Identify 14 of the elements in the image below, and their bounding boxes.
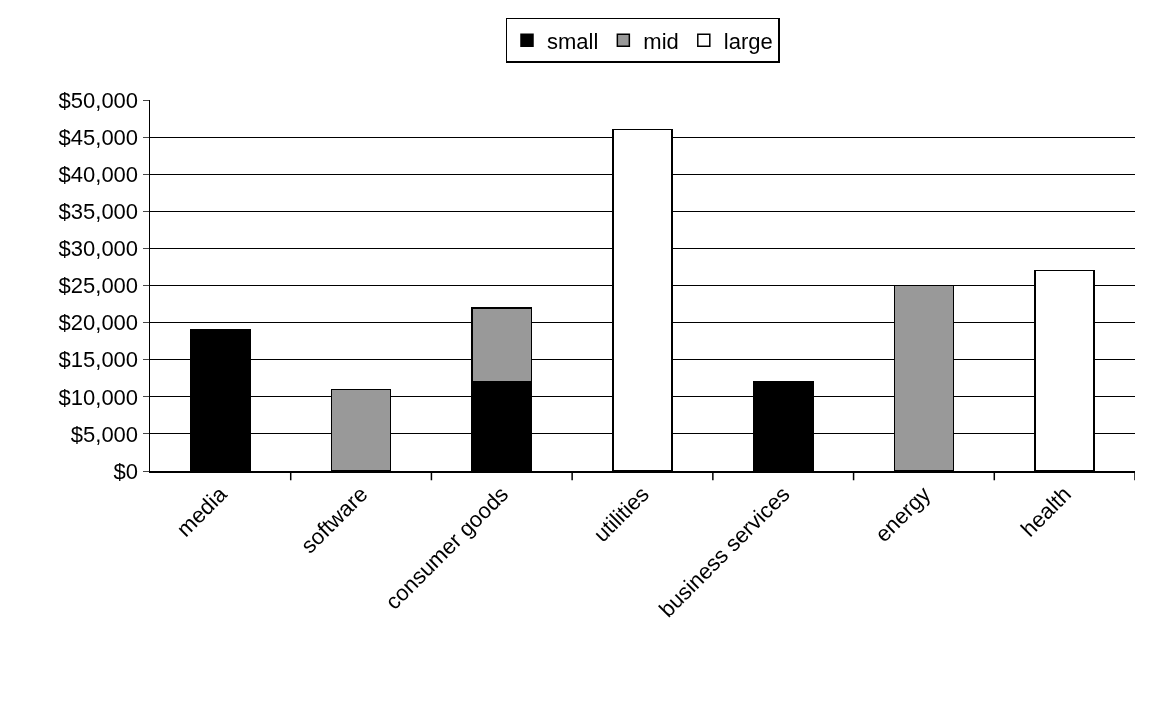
- y-tick-label: $5,000: [70, 421, 139, 447]
- y-tick-label: $40,000: [58, 161, 139, 187]
- y-tick-label: $10,000: [58, 384, 139, 410]
- legend-label: small: [547, 28, 599, 54]
- y-tick-label: $25,000: [58, 273, 139, 299]
- y-tick-label: $45,000: [58, 124, 139, 150]
- legend-label: large: [723, 28, 773, 54]
- y-tick-label: $15,000: [58, 347, 139, 373]
- y-tick-label: $30,000: [58, 236, 139, 262]
- y-tick-label: $35,000: [58, 199, 139, 224]
- y-tick-label: $0: [113, 458, 139, 484]
- y-tick-label: $20,000: [58, 310, 139, 336]
- y-tick-label: $50,000: [58, 87, 139, 113]
- legend-label: mid: [643, 28, 679, 54]
